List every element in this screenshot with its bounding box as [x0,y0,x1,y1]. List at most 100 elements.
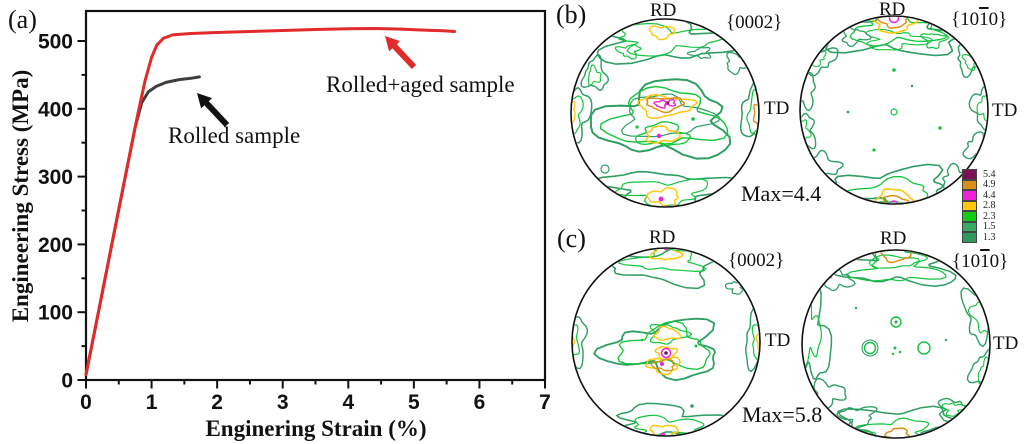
y-tick-label: 100 [38,302,73,325]
contour-lines [573,249,759,435]
x-tick-label: 4 [342,391,354,414]
contour-line [746,88,758,134]
td-label-b-0002: TD [764,98,790,119]
data-curves [84,27,456,377]
legend-color-swatch [962,200,977,211]
contour-legend: 5.4 4.9 4.4 2.8 2.3 1.5 1.3 [962,169,996,243]
contour-line [752,103,758,125]
contour-line [976,91,987,121]
legend-level-value: 2.8 [983,200,996,212]
contour-spot [872,148,876,152]
contour-line [614,43,642,60]
plane-text: 0} [989,251,1009,272]
contour-line [801,71,816,112]
series-rolled-sample [84,75,201,377]
contour-line [803,291,822,368]
panel-a-label: (a) [8,5,37,34]
legend-level-value: 1.5 [983,221,996,233]
contour-line [871,251,929,269]
contour-line [645,186,679,206]
plane-text: {0002} [726,12,783,33]
plane-barred-digit: 1 [980,251,990,272]
legend-level-value: 4.4 [983,189,996,201]
legend-level-row: 5.4 [962,169,996,180]
contour-line [573,328,576,349]
contour-line [587,64,602,86]
contour-spot [663,249,669,251]
contour-line [664,98,677,107]
contour-spot [640,338,644,342]
contour-ring [861,339,879,357]
contour-spot [658,196,664,202]
legend-level-row: 1.5 [962,221,996,233]
contour-spot [846,110,850,114]
contour-line [652,325,683,341]
contour-line [877,17,910,29]
contour-line [745,308,759,373]
legend-color-swatch [962,179,977,190]
plane-label-c-1010: {1010} [952,252,1008,271]
contour-ring [890,316,902,328]
legend-level-value: 4.9 [983,179,996,191]
contour-spot [664,351,668,355]
contour-ring [863,341,877,355]
curve-annotations: Rolled sample Rolled+aged sample [168,36,515,148]
contour-line [813,377,847,411]
axis-ticks: 0 1 2 3 4 5 6 7 0 100 200 300 400 500 [38,31,551,415]
series-rolled-aged-sample [84,27,456,377]
contour-line [751,324,759,363]
contour-ring [917,341,931,355]
contour-line [880,251,914,264]
contour-spot [893,346,897,350]
x-tick-label: 1 [146,391,158,414]
curve-label: Rolled sample [168,123,300,148]
x-tick-label: 3 [277,391,289,414]
plane-text: {10 [951,9,980,30]
x-axis-title: Enginering Strain (%) [205,416,426,441]
rd-label-c-1010: RD [880,228,907,249]
plane-label-b-0002: {0002} [726,13,782,32]
contour-ring [889,200,899,203]
annotation-arrow-shaft [388,40,417,70]
annotation-arrow-shaft [200,97,230,128]
legend-level-row: 2.3 [962,211,996,222]
annotation-arrow-head [197,93,213,109]
contour-line [580,54,610,92]
legend-level-value: 1.3 [983,231,996,243]
contour-spot [910,84,914,88]
contour-line [572,86,593,145]
contour-spot [666,101,670,105]
pole-figure-b-0002 [570,18,760,208]
x-tick-label: 2 [211,391,223,414]
contour-line [884,427,911,437]
contour-line [845,254,947,282]
plane-text: {0002} [728,250,785,271]
contour-line [572,100,576,125]
contour-line [865,28,933,51]
annotation-arrow-head [385,36,401,52]
plane-barred-digit: 1 [979,9,989,30]
curve-label: Rolled+aged sample [326,72,515,97]
max-value-b: Max=4.4 [741,181,822,206]
pole-figure-circle [570,18,760,208]
pole-figure-c-1010 [801,249,991,439]
legend-level-row: 1.3 [962,232,996,243]
pole-figure-c-0002 [571,247,761,437]
x-tick-label: 6 [474,391,486,414]
contour-line [649,249,684,261]
contour-line [572,95,584,135]
contour-line [957,44,987,78]
pole-figure-circle [801,249,991,439]
contour-lines [572,20,758,206]
legend-color-swatch [962,211,977,222]
contour-line [801,119,812,141]
contour-ring [660,347,672,359]
contour-spot [635,125,639,129]
contour-spot [656,133,662,139]
max-value-c: Max=5.8 [742,402,823,427]
contour-line [634,121,692,147]
td-label-c-0002: TD [765,330,791,351]
legend-level-value: 5.4 [983,168,996,180]
contour-line [650,358,676,372]
